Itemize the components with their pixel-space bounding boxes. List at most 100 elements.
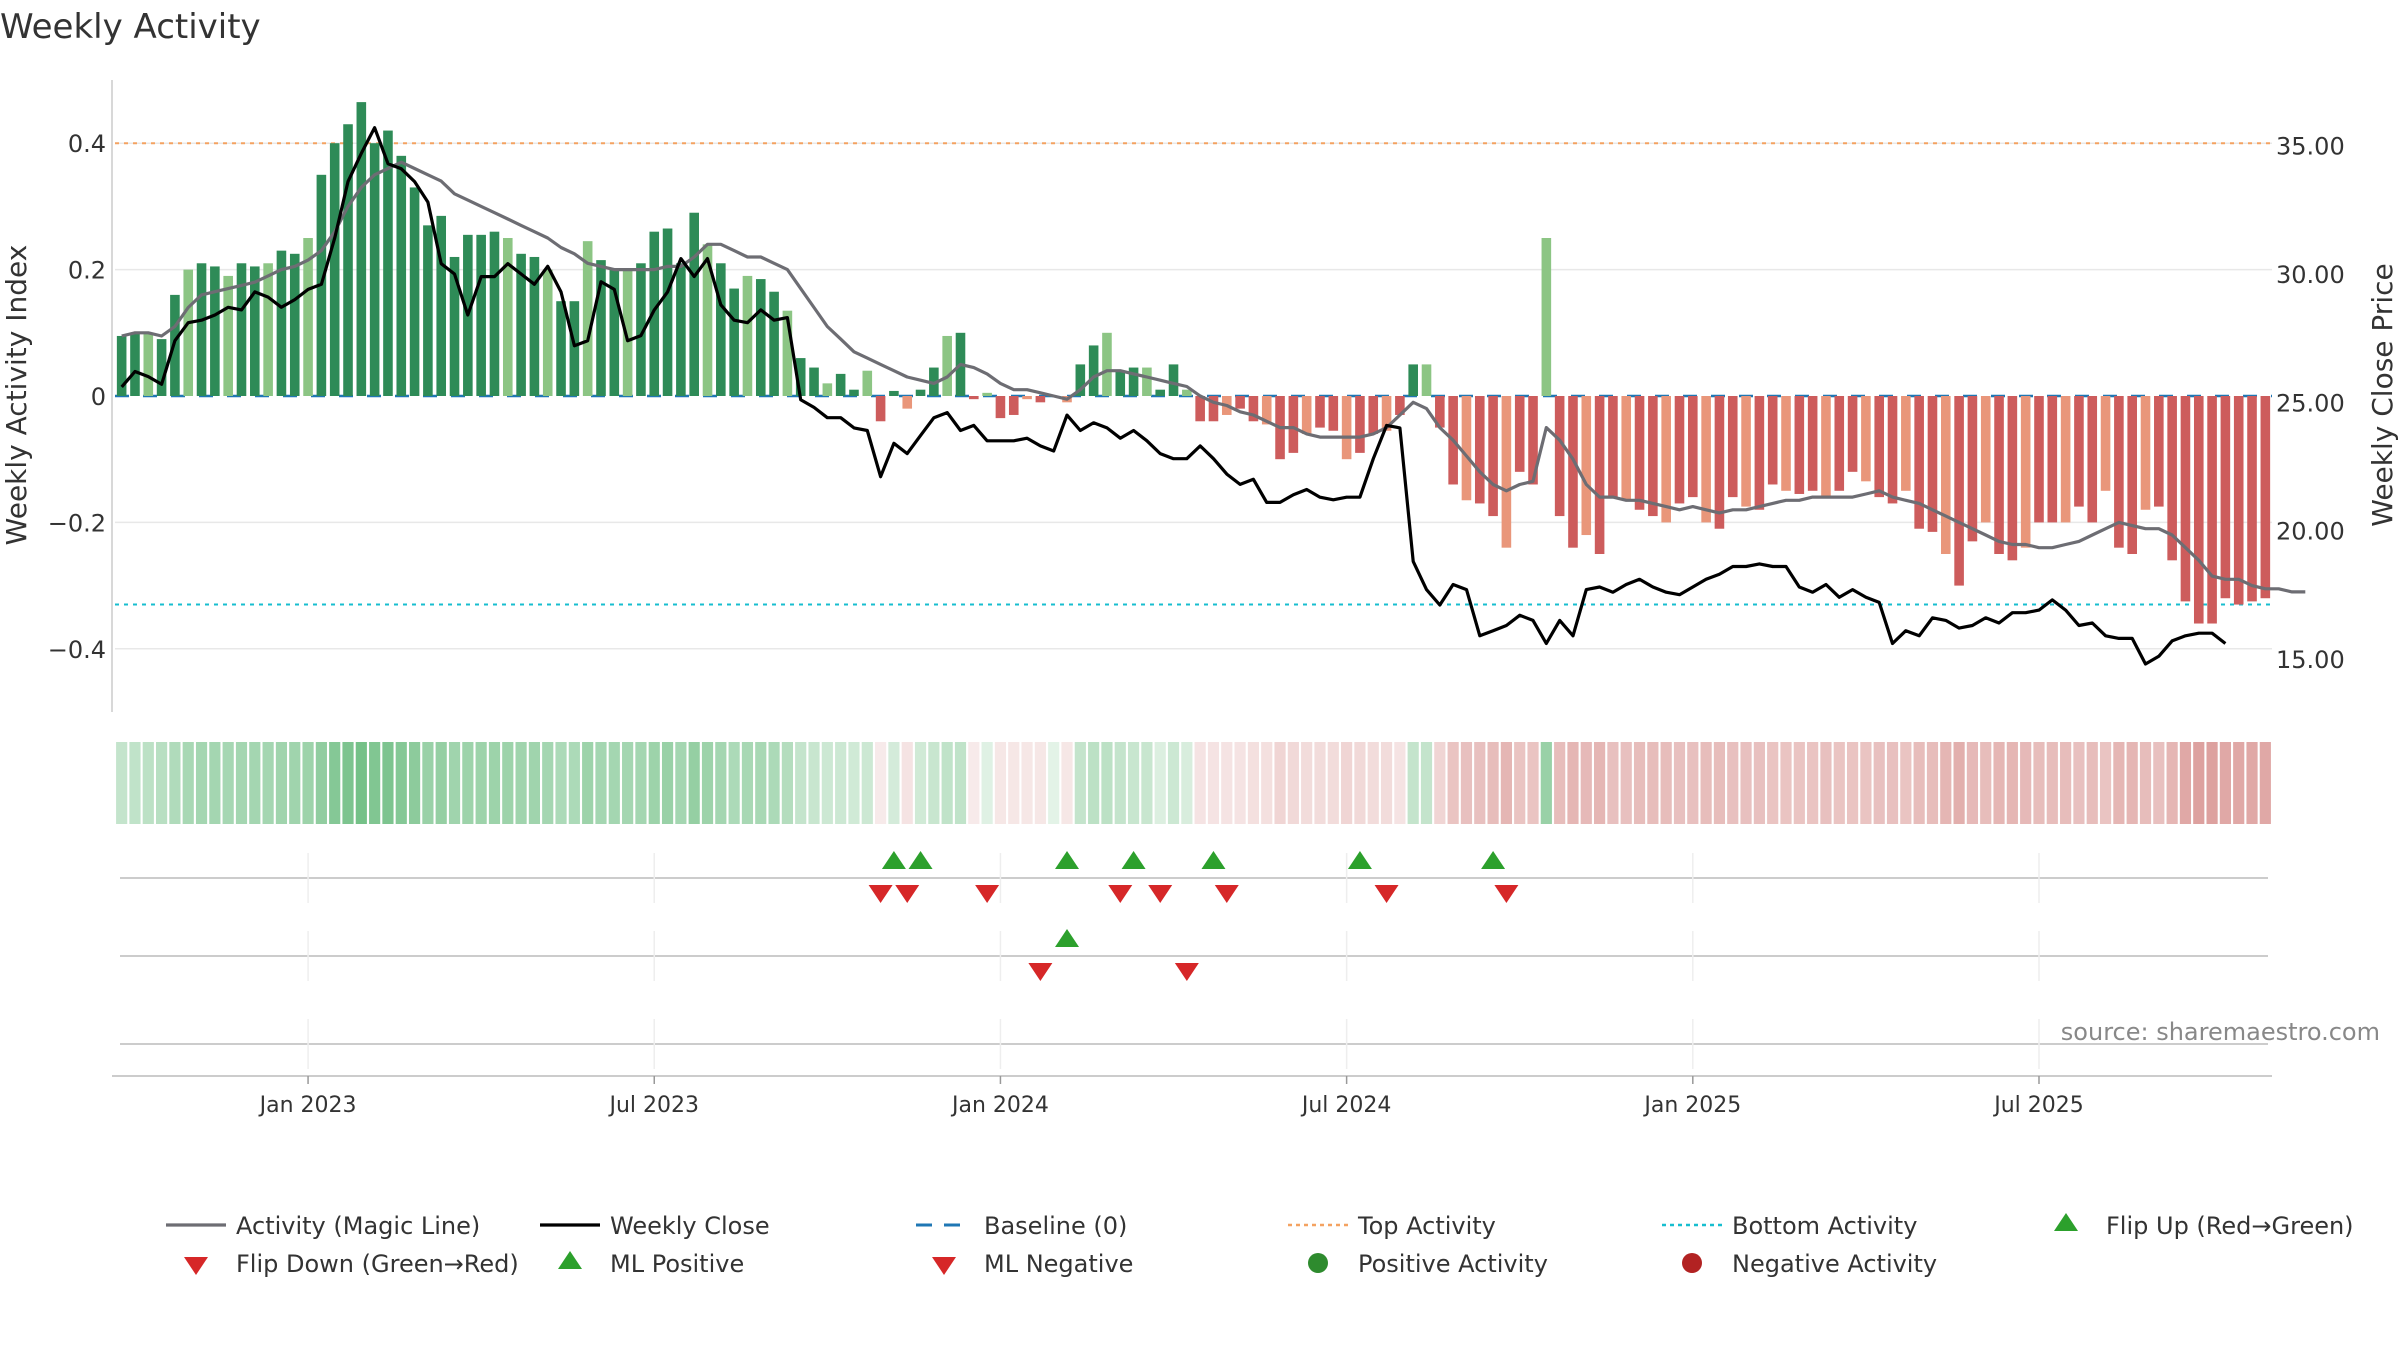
regime-cell (169, 742, 181, 824)
ml-negative-marker (1028, 963, 1053, 981)
legend-circle-icon (1308, 1253, 1328, 1273)
legend-item: ML Negative (932, 1250, 1133, 1278)
regime-cell (1434, 742, 1446, 824)
activity-bar (2220, 396, 2231, 599)
activity-bar (1035, 396, 1046, 403)
regime-cell (888, 742, 900, 824)
legend-label: Bottom Activity (1732, 1212, 1917, 1240)
regime-cell (1167, 742, 1180, 824)
activity-bar (130, 332, 140, 396)
activity-bar (1701, 396, 1711, 523)
activity-bar (1128, 367, 1139, 396)
regime-cell (1341, 742, 1353, 824)
regime-cell (1048, 742, 1060, 824)
activity-bar (1541, 238, 1552, 396)
activity-bar (1168, 364, 1179, 396)
activity-bar (409, 187, 420, 396)
regime-cell (156, 742, 168, 824)
regime-cell (2060, 742, 2072, 824)
activity-bar (1648, 396, 1658, 517)
activity-bar (329, 143, 340, 396)
regime-cell (1354, 742, 1366, 824)
left-axis-label: Weekly Activity Index (0, 245, 33, 546)
flip-down-marker (868, 885, 893, 903)
activity-bar (2207, 396, 2217, 624)
activity-bar (383, 130, 393, 396)
activity-bar (1328, 396, 1339, 431)
regime-cell (1141, 742, 1153, 824)
regime-cell (2179, 742, 2192, 824)
activity-bar (2193, 396, 2204, 624)
activity-bar (1608, 396, 1618, 498)
activity-bar (1235, 396, 1245, 409)
regime-cell (2206, 742, 2218, 824)
activity-bar (1980, 396, 1991, 523)
regime-cell (1953, 742, 1965, 824)
legend-item: Bottom Activity (1662, 1212, 1917, 1240)
activity-bar (529, 256, 540, 396)
activity-bar (942, 335, 952, 396)
regime-cell (1008, 742, 1020, 824)
regime-cell (1394, 742, 1406, 824)
activity-bar (849, 389, 859, 396)
regime-cell (2099, 742, 2112, 824)
activity-bar (1914, 396, 1924, 529)
activity-bar (982, 392, 992, 396)
legend-label: ML Positive (610, 1250, 744, 1278)
legend-item: Top Activity (1288, 1212, 1496, 1240)
regime-cell (1807, 742, 1819, 824)
activity-bar (502, 238, 513, 396)
activity-bar (835, 373, 846, 396)
regime-cell (1367, 742, 1379, 824)
activity-bar (1474, 396, 1485, 504)
regime-cell (1753, 742, 1765, 824)
regime-cell (195, 742, 208, 824)
regime-cell (795, 742, 807, 824)
regime-cell (528, 742, 540, 824)
activity-bar (143, 332, 154, 396)
regime-cell (1700, 742, 1712, 824)
activity-bar (423, 225, 433, 396)
regime-cell (1793, 742, 1805, 824)
activity-bar (1887, 396, 1898, 504)
ml-negative-marker (1174, 963, 1199, 981)
activity-bar (1794, 396, 1805, 494)
activity-bar (596, 260, 606, 396)
regime-cell (1594, 742, 1606, 824)
activity-bar (449, 256, 460, 396)
x-tick-label: Jan 2025 (1642, 1093, 1741, 1118)
activity-bar (1940, 396, 1951, 554)
regime-cell (1088, 742, 1100, 824)
activity-bar (1594, 396, 1605, 554)
activity-bar (2140, 396, 2151, 510)
activity-bar (1102, 332, 1112, 396)
activity-bar (1208, 396, 1219, 422)
activity-bar (1341, 396, 1352, 460)
regime-cell (1314, 742, 1326, 824)
regime-cell (1527, 742, 1539, 824)
activity-bar (1954, 396, 1964, 586)
regime-cell (2086, 742, 2098, 824)
regime-cell (768, 742, 780, 824)
regime-cell (1873, 742, 1885, 824)
activity-bar (1874, 396, 1885, 498)
activity-bar (1301, 396, 1312, 434)
activity-bar (1155, 389, 1166, 396)
legend-label: ML Negative (984, 1250, 1133, 1278)
activity-bar (2167, 396, 2177, 561)
activity-bar (1435, 396, 1445, 428)
regime-cell (968, 742, 980, 824)
regime-cell (249, 742, 261, 824)
regime-cell (2046, 742, 2058, 824)
activity-bar (582, 241, 593, 396)
regime-cell (1460, 742, 1473, 824)
activity-bar (2127, 396, 2137, 554)
regime-cell (2193, 742, 2205, 824)
activity-bar (369, 143, 380, 396)
regime-cell (408, 742, 421, 824)
regime-cell (2139, 742, 2152, 824)
regime-cell (1287, 742, 1299, 824)
activity-bar (1088, 345, 1099, 396)
activity-bar (196, 263, 207, 396)
activity-bar (276, 250, 287, 396)
